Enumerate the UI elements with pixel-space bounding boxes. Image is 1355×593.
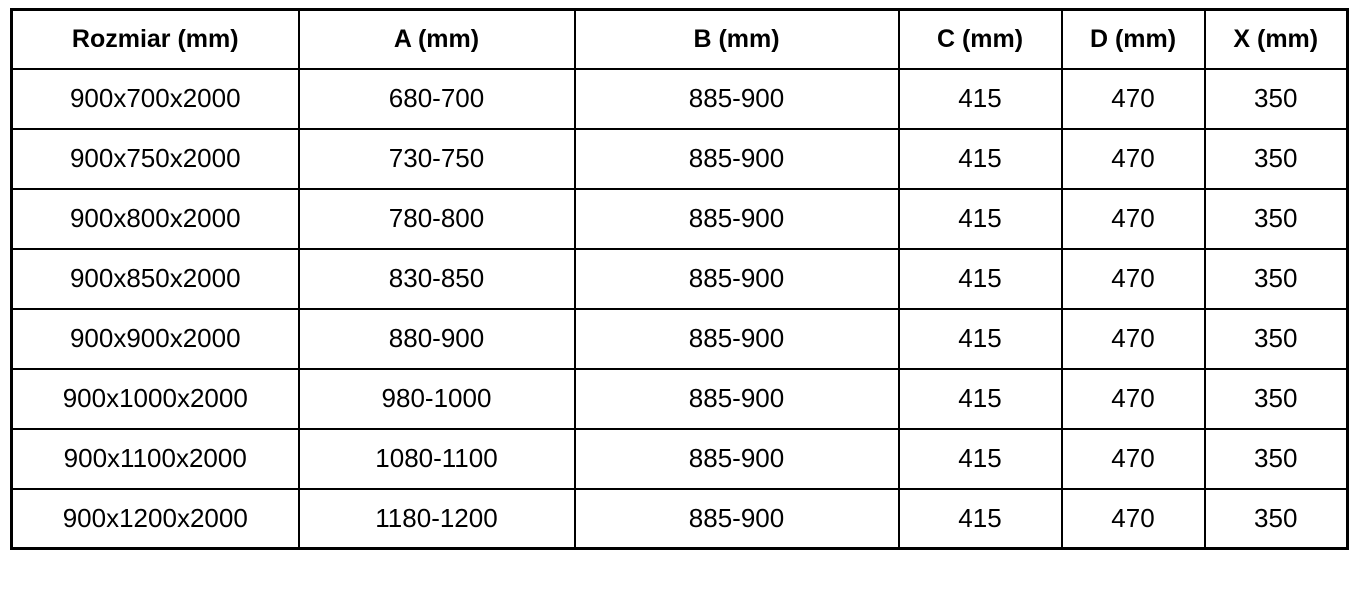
column-header-6: X (mm) xyxy=(1203,8,1349,70)
table-cell: 900x700x2000 xyxy=(10,67,300,130)
table-cell: 350 xyxy=(1203,247,1349,310)
table-cell: 885-900 xyxy=(573,487,900,550)
table-cell: 350 xyxy=(1203,187,1349,250)
table-cell: 880-900 xyxy=(297,307,576,370)
table-body: 900x700x2000 680-700 885-900 415 470 350 900x7… xyxy=(10,67,1349,550)
table-cell: 415 xyxy=(897,187,1063,250)
table-cell: 470 xyxy=(1060,367,1206,430)
table-row: 900x750x2000 730-750 885-900 415 470 350 xyxy=(10,127,1349,190)
table-cell: 415 xyxy=(897,427,1063,490)
table-cell: 900x850x2000 xyxy=(10,247,300,310)
table-cell: 885-900 xyxy=(573,427,900,490)
column-header-2: A (mm) xyxy=(297,8,576,70)
table-cell: 470 xyxy=(1060,427,1206,490)
table-cell: 350 xyxy=(1203,427,1349,490)
table-row: 900x1200x2000 1180-1200 885-900 415 470 350 xyxy=(10,487,1349,550)
table-cell: 415 xyxy=(897,367,1063,430)
table-cell: 350 xyxy=(1203,307,1349,370)
table-cell: 830-850 xyxy=(297,247,576,310)
table-cell: 885-900 xyxy=(573,247,900,310)
table-cell: 470 xyxy=(1060,487,1206,550)
table-cell: 470 xyxy=(1060,307,1206,370)
column-header-4: C (mm) xyxy=(897,8,1063,70)
table-row: 900x1000x2000 980-1000 885-900 415 470 350 xyxy=(10,367,1349,430)
table-row: 900x800x2000 780-800 885-900 415 470 350 xyxy=(10,187,1349,250)
table-cell: 885-900 xyxy=(573,187,900,250)
table-cell: 350 xyxy=(1203,367,1349,430)
table-cell: 980-1000 xyxy=(297,367,576,430)
table-cell: 885-900 xyxy=(573,367,900,430)
table-cell: 885-900 xyxy=(573,127,900,190)
table-cell: 780-800 xyxy=(297,187,576,250)
table-cell: 415 xyxy=(897,487,1063,550)
table-cell: 470 xyxy=(1060,187,1206,250)
column-header-5: D (mm) xyxy=(1060,8,1206,70)
table-cell: 415 xyxy=(897,127,1063,190)
table-cell: 730-750 xyxy=(297,127,576,190)
table-cell: 470 xyxy=(1060,67,1206,130)
table-cell: 900x750x2000 xyxy=(10,127,300,190)
table-cell: 900x800x2000 xyxy=(10,187,300,250)
table-cell: 900x900x2000 xyxy=(10,307,300,370)
table-cell: 350 xyxy=(1203,487,1349,550)
header-row: Rozmiar (mm) A (mm) B (mm) C (mm) D (mm) X (m… xyxy=(10,8,1349,70)
table-cell: 900x1000x2000 xyxy=(10,367,300,430)
table-cell: 415 xyxy=(897,247,1063,310)
table-cell: 900x1200x2000 xyxy=(10,487,300,550)
size-spec-table: Rozmiar (mm) A (mm) B (mm) C (mm) D (mm) X (m… xyxy=(10,8,1349,550)
table-cell: 350 xyxy=(1203,127,1349,190)
table-cell: 470 xyxy=(1060,127,1206,190)
table-cell: 415 xyxy=(897,307,1063,370)
table-cell: 1080-1100 xyxy=(297,427,576,490)
table-row: 900x700x2000 680-700 885-900 415 470 350 xyxy=(10,67,1349,130)
table-cell: 885-900 xyxy=(573,307,900,370)
table-row: 900x850x2000 830-850 885-900 415 470 350 xyxy=(10,247,1349,310)
table-cell: 900x1100x2000 xyxy=(10,427,300,490)
table-cell: 470 xyxy=(1060,247,1206,310)
table-cell: 680-700 xyxy=(297,67,576,130)
table-cell: 885-900 xyxy=(573,67,900,130)
table-row: 900x900x2000 880-900 885-900 415 470 350 xyxy=(10,307,1349,370)
table-cell: 350 xyxy=(1203,67,1349,130)
column-header-1: Rozmiar (mm) xyxy=(10,8,300,70)
table-cell: 415 xyxy=(897,67,1063,130)
table-row: 900x1100x2000 1080-1100 885-900 415 470 350 xyxy=(10,427,1349,490)
column-header-3: B (mm) xyxy=(573,8,900,70)
table-cell: 1180-1200 xyxy=(297,487,576,550)
